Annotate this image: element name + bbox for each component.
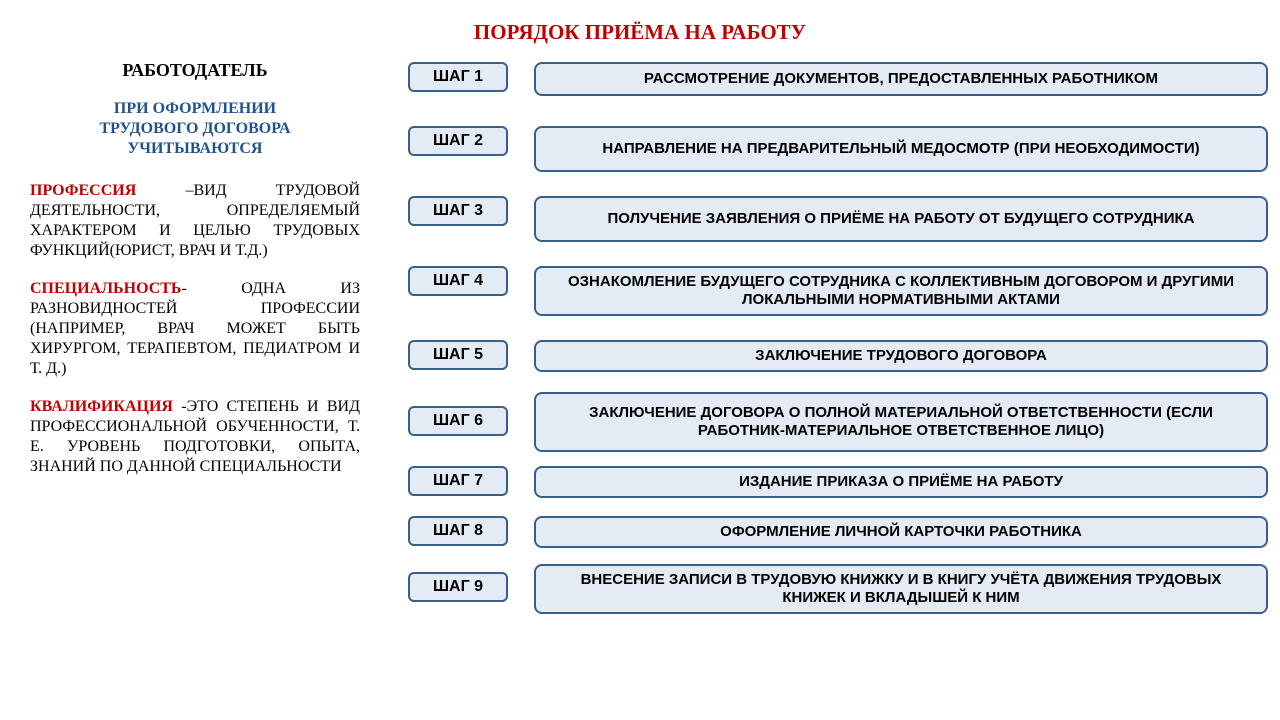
step-badge: ШАГ 2 [408, 126, 508, 156]
step-row: ШАГ 7 ИЗДАНИЕ ПРИКАЗА О ПРИЁМЕ НА РАБОТУ [408, 466, 1268, 498]
step-description: РАССМОТРЕНИЕ ДОКУМЕНТОВ, ПРЕДОСТАВЛЕННЫХ… [534, 62, 1268, 96]
step-description: ОЗНАКОМЛЕНИЕ БУДУЩЕГО СОТРУДНИКА С КОЛЛЕ… [534, 266, 1268, 316]
subheading: ПРИ ОФОРМЛЕНИИТРУДОВОГО ДОГОВОРАУЧИТЫВАЮ… [30, 99, 360, 159]
subheading-line: УЧИТЫВАЮТСЯ [30, 139, 360, 159]
step-description: НАПРАВЛЕНИЕ НА ПРЕДВАРИТЕЛЬНЫЙ МЕДОСМОТР… [534, 126, 1268, 172]
step-badge: ШАГ 9 [408, 572, 508, 602]
step-row: ШАГ 8 ОФОРМЛЕНИЕ ЛИЧНОЙ КАРТОЧКИ РАБОТНИК… [408, 516, 1268, 548]
page-title: ПОРЯДОК ПРИЁМА НА РАБОТУ [0, 20, 1280, 45]
employer-heading: РАБОТОДАТЕЛЬ [30, 60, 360, 81]
subheading-line: ПРИ ОФОРМЛЕНИИ [30, 99, 360, 119]
step-row: ШАГ 2 НАПРАВЛЕНИЕ НА ПРЕДВАРИТЕЛЬНЫЙ МЕДО… [408, 126, 1268, 172]
step-badge: ШАГ 6 [408, 406, 508, 436]
term-block: СПЕЦИАЛЬНОСТЬ- ОДНА ИЗ РАЗНОВИДНОСТЕЙ ПР… [30, 279, 360, 379]
step-row: ШАГ 9 ВНЕСЕНИЕ ЗАПИСИ В ТРУДОВУЮ КНИЖКУ И… [408, 564, 1268, 614]
step-badge: ШАГ 7 [408, 466, 508, 496]
left-column: РАБОТОДАТЕЛЬ ПРИ ОФОРМЛЕНИИТРУДОВОГО ДОГ… [30, 60, 360, 495]
step-row: ШАГ 1 РАССМОТРЕНИЕ ДОКУМЕНТОВ, ПРЕДОСТАВЛ… [408, 62, 1268, 96]
step-badge: ШАГ 3 [408, 196, 508, 226]
term-block: ПРОФЕССИЯ –ВИД ТРУДОВОЙ ДЕЯТЕЛЬНОСТИ, ОП… [30, 181, 360, 261]
step-badge: ШАГ 8 [408, 516, 508, 546]
steps-column: ШАГ 1 РАССМОТРЕНИЕ ДОКУМЕНТОВ, ПРЕДОСТАВЛ… [408, 62, 1268, 614]
term-block: КВАЛИФИКАЦИЯ -ЭТО СТЕПЕНЬ И ВИД ПРОФЕССИ… [30, 397, 360, 477]
step-badge: ШАГ 4 [408, 266, 508, 296]
step-badge: ШАГ 1 [408, 62, 508, 92]
step-description: ОФОРМЛЕНИЕ ЛИЧНОЙ КАРТОЧКИ РАБОТНИКА [534, 516, 1268, 548]
term-label: СПЕЦИАЛЬНОСТЬ [30, 280, 182, 297]
step-description: ВНЕСЕНИЕ ЗАПИСИ В ТРУДОВУЮ КНИЖКУ И В КН… [534, 564, 1268, 614]
subheading-line: ТРУДОВОГО ДОГОВОРА [30, 119, 360, 139]
step-description: ПОЛУЧЕНИЕ ЗАЯВЛЕНИЯ О ПРИЁМЕ НА РАБОТУ О… [534, 196, 1268, 242]
step-badge: ШАГ 5 [408, 340, 508, 370]
step-description: ЗАКЛЮЧЕНИЕ ДОГОВОРА О ПОЛНОЙ МАТЕРИАЛЬНО… [534, 392, 1268, 452]
step-row: ШАГ 4 ОЗНАКОМЛЕНИЕ БУДУЩЕГО СОТРУДНИКА С … [408, 266, 1268, 316]
step-description: ЗАКЛЮЧЕНИЕ ТРУДОВОГО ДОГОВОРА [534, 340, 1268, 372]
step-row: ШАГ 5 ЗАКЛЮЧЕНИЕ ТРУДОВОГО ДОГОВОРА [408, 340, 1268, 372]
step-description: ИЗДАНИЕ ПРИКАЗА О ПРИЁМЕ НА РАБОТУ [534, 466, 1268, 498]
term-label: ПРОФЕССИЯ [30, 182, 136, 199]
step-row: ШАГ 3 ПОЛУЧЕНИЕ ЗАЯВЛЕНИЯ О ПРИЁМЕ НА РАБ… [408, 196, 1268, 242]
step-row: ШАГ 6 ЗАКЛЮЧЕНИЕ ДОГОВОРА О ПОЛНОЙ МАТЕРИ… [408, 392, 1268, 452]
term-label: КВАЛИФИКАЦИЯ [30, 398, 181, 415]
